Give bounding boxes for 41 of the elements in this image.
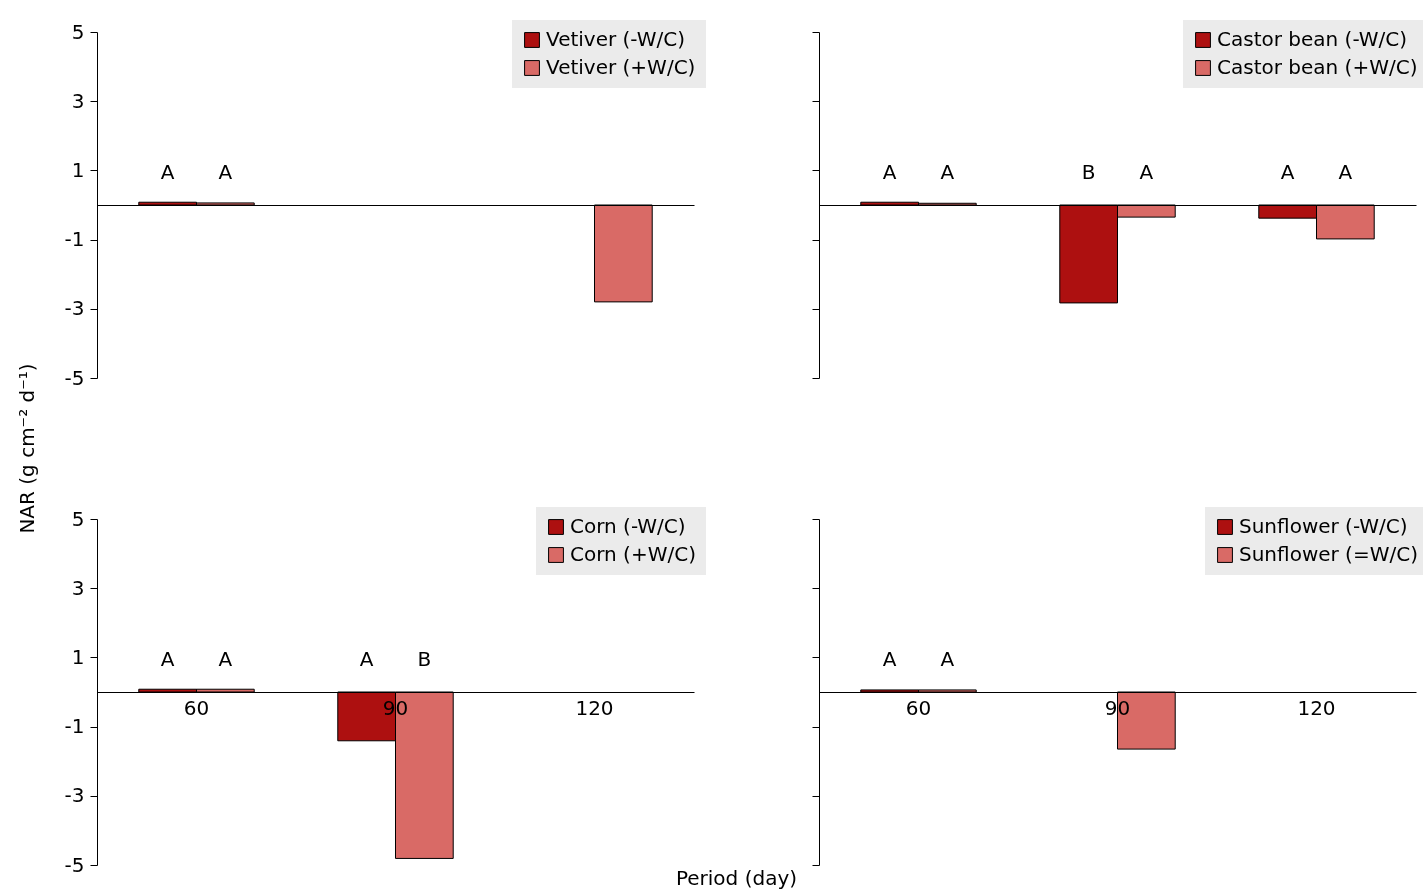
y-tick-label: 3 <box>71 88 85 113</box>
y-tick-label: -3 <box>64 783 85 808</box>
data-label: A <box>160 647 175 671</box>
y-tick-label: 5 <box>71 19 85 44</box>
y-tick-label: -1 <box>64 227 85 252</box>
x-tick-label: 60 <box>183 695 210 720</box>
data-label: A <box>218 160 233 184</box>
y-tick-label: 5 <box>71 506 85 531</box>
data-label: B <box>417 647 432 671</box>
legend-label: Castor bean (-W/C) <box>1217 27 1408 51</box>
data-label: A <box>359 647 374 671</box>
x-tick-label: 120 <box>575 695 614 720</box>
x-tick-label: 120 <box>1297 695 1336 720</box>
data-label: A <box>160 160 175 184</box>
y-tick-label: 1 <box>71 644 85 669</box>
data-label: A <box>940 647 955 671</box>
y-tick-label: -5 <box>64 365 85 390</box>
y-tick-label: 1 <box>71 157 85 182</box>
data-label: A <box>940 160 955 184</box>
legend-label: Sunflower (-W/C) <box>1239 514 1408 538</box>
legend-label: Castor bean (+W/C) <box>1217 55 1418 79</box>
data-label: B <box>1081 160 1096 184</box>
x-axis-title: Period (day) <box>675 865 798 890</box>
legend-label: Sunflower (=W/C) <box>1239 542 1418 566</box>
y-tick-label: -1 <box>64 714 85 739</box>
x-tick-label: 60 <box>905 695 932 720</box>
y-tick-label: -3 <box>64 296 85 321</box>
data-label: A <box>218 647 233 671</box>
y-tick-label: -5 <box>64 852 85 877</box>
data-label: A <box>1338 160 1353 184</box>
data-label: A <box>1280 160 1295 184</box>
data-label: A <box>882 647 897 671</box>
data-label: A <box>882 160 897 184</box>
legend-label: Vetiver (+W/C) <box>546 55 696 79</box>
legend-label: Corn (-W/C) <box>570 514 686 538</box>
legend-label: Vetiver (-W/C) <box>546 27 686 51</box>
x-tick-label: 90 <box>1104 695 1131 720</box>
y-axis-title: NAR (g cm⁻² d⁻¹) <box>14 363 39 534</box>
y-tick-label: 3 <box>71 575 85 600</box>
data-label: A <box>1139 160 1154 184</box>
legend-label: Corn (+W/C) <box>570 542 696 566</box>
